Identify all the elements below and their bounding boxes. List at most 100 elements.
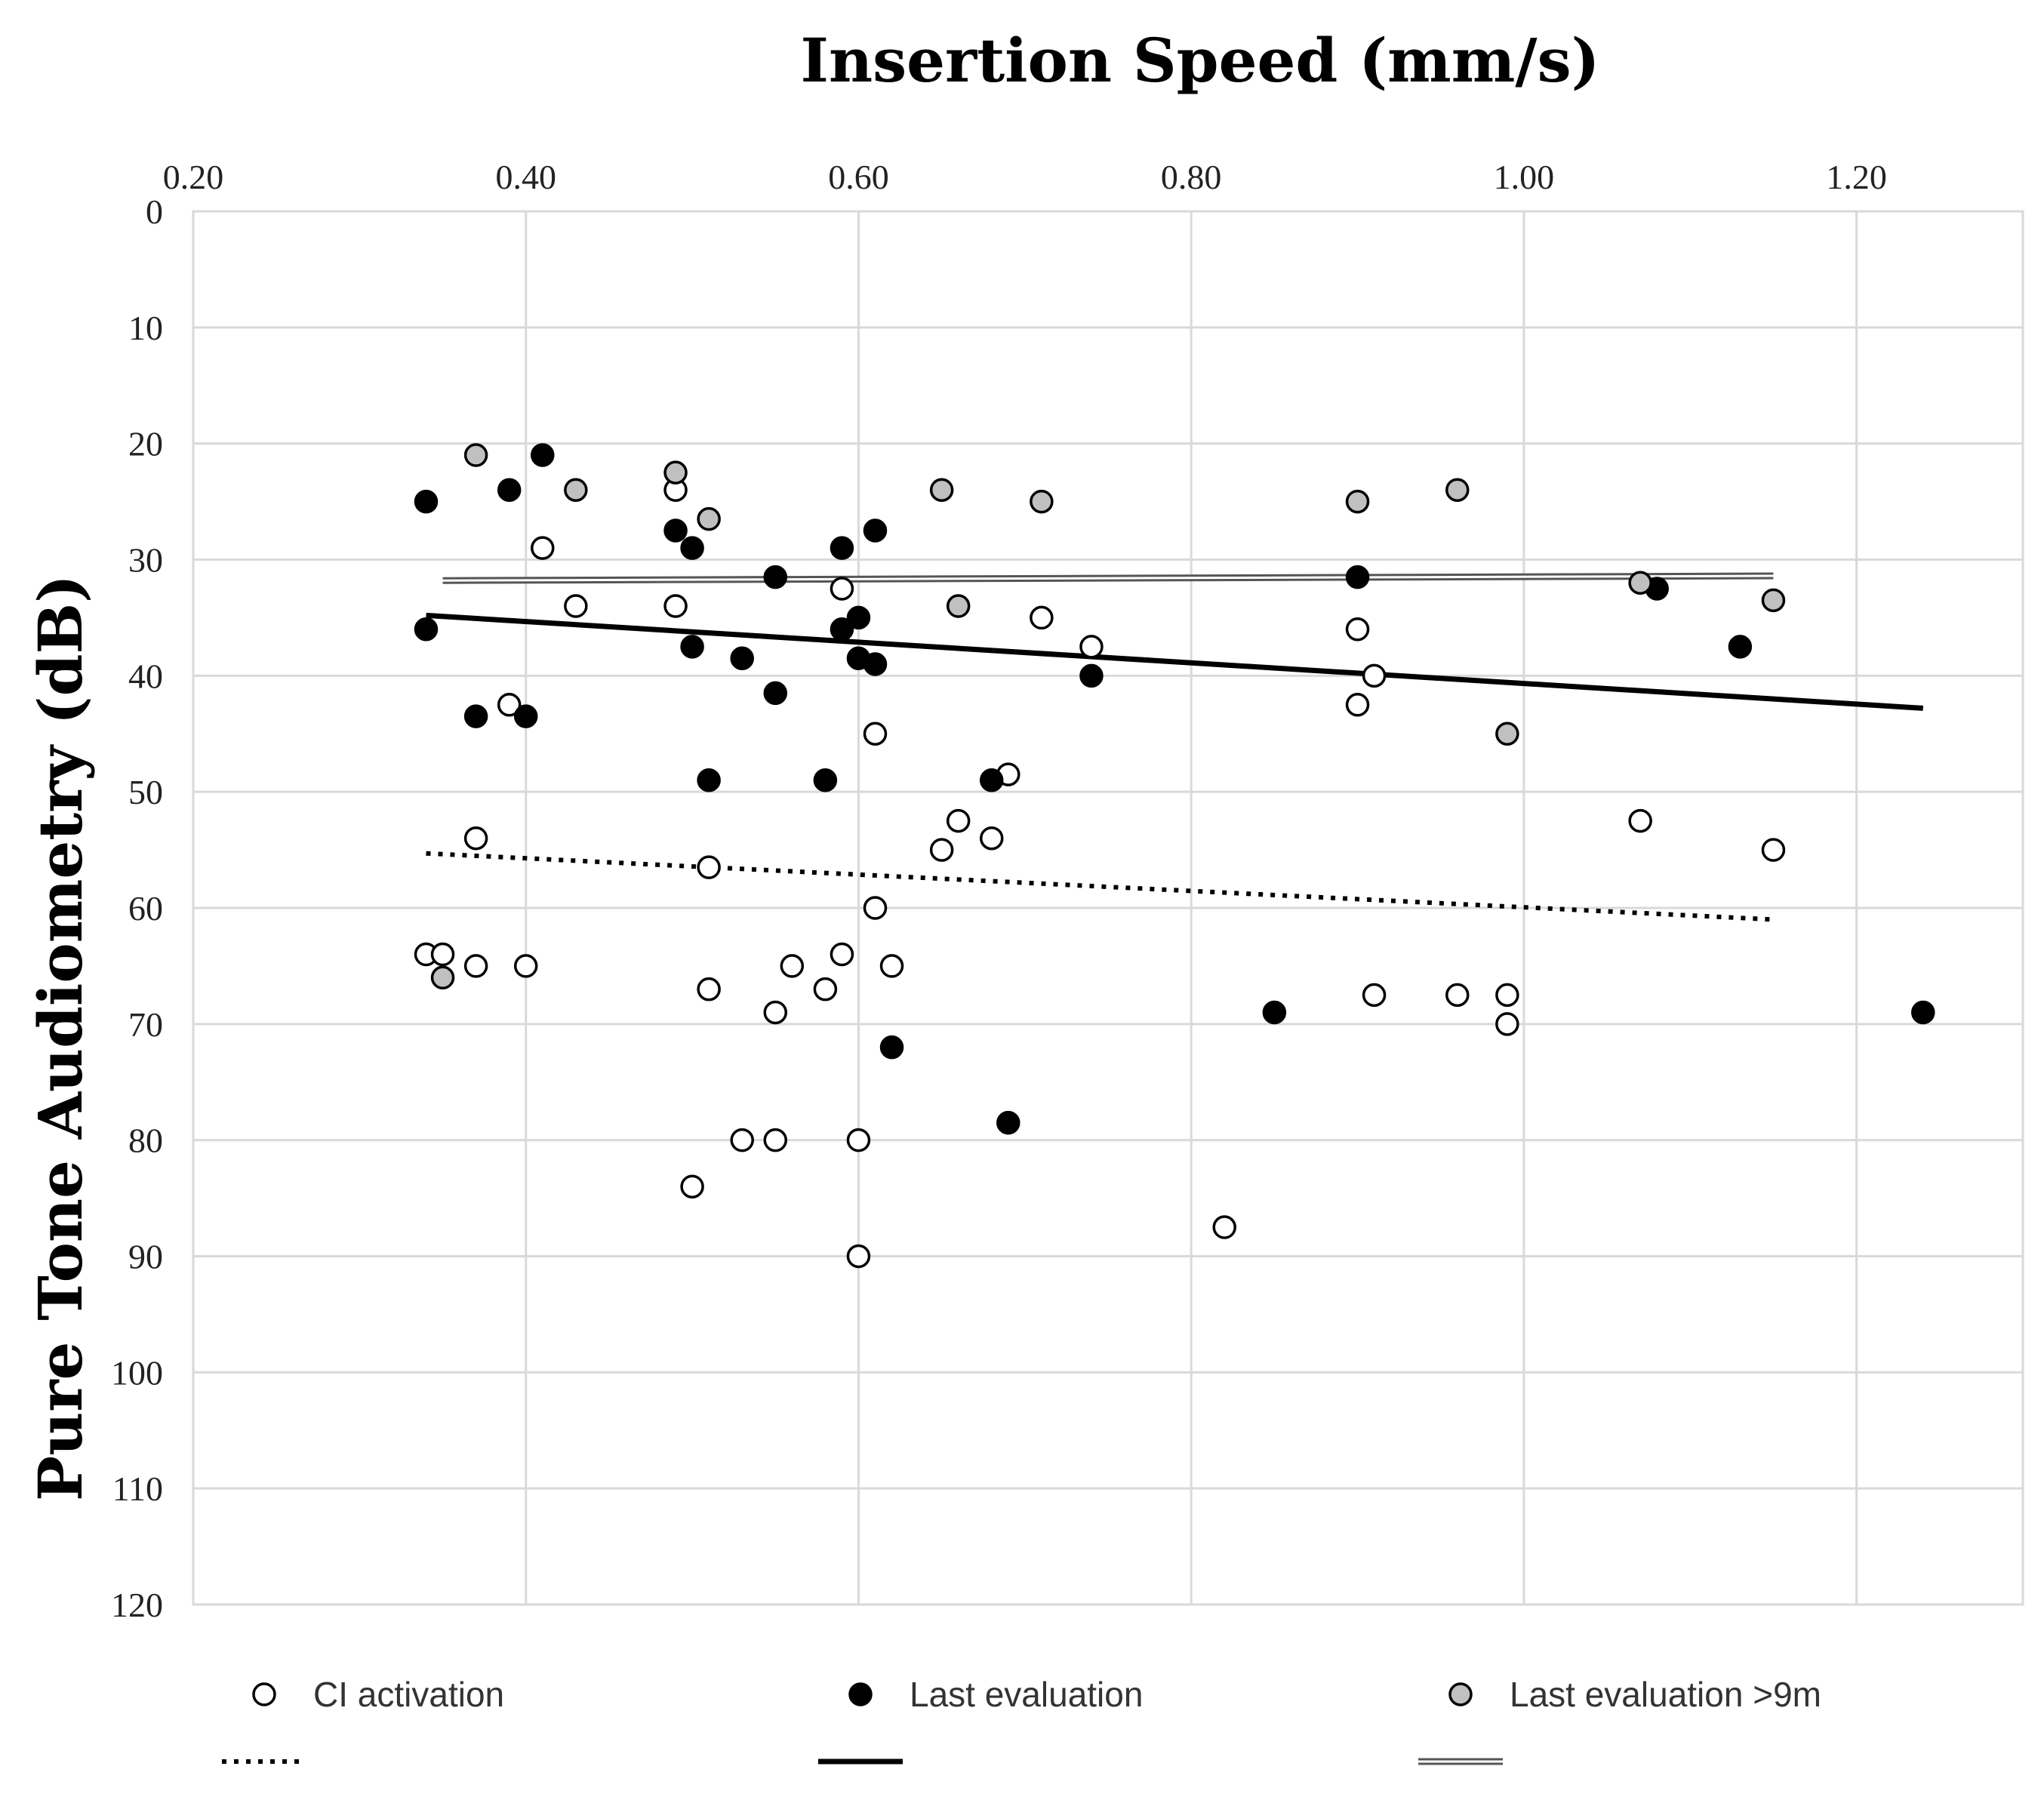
point-ci-activation xyxy=(813,977,838,1002)
point-ci-activation xyxy=(497,693,522,717)
point-ci-activation xyxy=(663,594,688,618)
trendline-ci-activation xyxy=(426,851,1774,922)
point-last-evaluation xyxy=(863,518,888,543)
point-last-evaluation-9m xyxy=(430,965,455,990)
point-last-evaluation xyxy=(813,768,838,792)
point-last-evaluation xyxy=(830,536,854,560)
point-last-evaluation xyxy=(830,617,854,642)
point-last-evaluation xyxy=(463,704,488,728)
point-last-evaluation xyxy=(730,646,754,671)
point-last-evaluation xyxy=(1262,1000,1287,1025)
point-last-evaluation-9m xyxy=(1628,571,1652,595)
point-last-evaluation xyxy=(763,565,788,589)
point-ci-activation xyxy=(513,954,538,978)
point-ci-activation xyxy=(763,1128,788,1152)
point-last-evaluation xyxy=(1079,663,1104,688)
x-tick-label: 0.80 xyxy=(1161,158,1222,196)
gridlines xyxy=(192,210,2024,1606)
trendline-last-evaluation xyxy=(426,612,1923,711)
point-ci-activation xyxy=(1362,983,1387,1008)
legend-label: Last evaluation xyxy=(910,1675,1143,1714)
point-ci-activation xyxy=(863,896,888,920)
point-ci-activation xyxy=(1212,1215,1237,1239)
legend-label: Last evaluation >9m xyxy=(1510,1675,1821,1714)
point-last-evaluation xyxy=(531,443,555,467)
x-tick-label: 0.40 xyxy=(495,158,556,196)
legend-marker xyxy=(848,1682,873,1706)
point-last-evaluation xyxy=(513,704,538,728)
point-last-evaluation-9m xyxy=(1345,489,1370,514)
point-ci-activation xyxy=(846,1244,871,1269)
y-tick-label: 80 xyxy=(128,1122,163,1160)
y-tick-label: 30 xyxy=(128,541,163,580)
x-tick-label: 1.20 xyxy=(1826,158,1887,196)
point-last-evaluation xyxy=(879,1035,904,1060)
point-last-evaluation-9m xyxy=(663,460,688,485)
point-ci-activation xyxy=(531,536,555,560)
point-ci-activation xyxy=(846,1128,871,1152)
point-last-evaluation xyxy=(497,478,522,502)
point-last-evaluation xyxy=(996,1110,1020,1135)
point-ci-activation xyxy=(1628,808,1652,833)
point-last-evaluation xyxy=(414,617,439,642)
point-ci-activation xyxy=(1362,663,1387,688)
point-ci-activation xyxy=(1345,693,1370,717)
y-tick-label: 10 xyxy=(128,309,163,347)
legend: CI activation Last evaluation Last evaluat… xyxy=(222,1675,1821,1765)
y-tick-label: 100 xyxy=(111,1353,163,1392)
y-axis-label: Pure Tone Audiometry (dB) xyxy=(25,574,96,1501)
point-last-evaluation xyxy=(663,518,688,543)
point-ci-activation xyxy=(979,826,1004,851)
point-ci-activation xyxy=(1345,617,1370,642)
x-tick-label: 1.00 xyxy=(1494,158,1555,196)
point-ci-activation xyxy=(763,1000,788,1025)
point-ci-activation xyxy=(730,1128,754,1152)
point-ci-activation xyxy=(463,954,488,978)
y-tick-label: 0 xyxy=(146,192,163,231)
point-ci-activation xyxy=(1495,983,1519,1008)
point-ci-activation xyxy=(1030,605,1054,630)
axis-ticks: 0.20 0.40 0.60 0.80 1.00 1.20 0 10 20 30 40 50 60 70 8… xyxy=(111,158,1887,1624)
point-ci-activation xyxy=(680,1174,704,1199)
point-ci-activation xyxy=(830,942,854,967)
point-last-evaluation-9m xyxy=(1761,588,1786,613)
point-ci-activation xyxy=(1761,838,1786,862)
point-last-evaluation xyxy=(1911,1000,1935,1025)
point-last-evaluation-9m xyxy=(463,443,488,467)
y-tick-label: 60 xyxy=(128,889,163,928)
y-tick-label: 40 xyxy=(128,657,163,695)
point-ci-activation xyxy=(564,594,588,618)
point-ci-activation xyxy=(863,722,888,746)
x-tick-label: 0.60 xyxy=(828,158,889,196)
data-points xyxy=(414,443,1935,1269)
chart-title: Insertion Speed (mm/s) xyxy=(801,25,1600,96)
point-last-evaluation xyxy=(1345,565,1370,589)
point-last-evaluation xyxy=(414,489,439,514)
point-last-evaluation xyxy=(697,768,721,792)
point-last-evaluation xyxy=(763,681,788,706)
point-ci-activation xyxy=(830,577,854,601)
y-tick-label: 110 xyxy=(112,1469,163,1508)
point-ci-activation xyxy=(463,826,488,851)
y-tick-label: 90 xyxy=(128,1238,163,1276)
y-tick-label: 20 xyxy=(128,425,163,463)
point-ci-activation xyxy=(697,977,721,1002)
point-last-evaluation xyxy=(863,652,888,676)
point-last-evaluation-9m xyxy=(564,478,588,502)
point-ci-activation xyxy=(780,954,805,978)
point-ci-activation xyxy=(697,855,721,879)
point-ci-activation xyxy=(430,942,455,967)
y-tick-label: 120 xyxy=(111,1586,163,1624)
point-last-evaluation-9m xyxy=(929,478,954,502)
trendlines xyxy=(426,572,1923,922)
point-ci-activation xyxy=(1445,983,1470,1008)
trendline-last-evaluation-9m-inner xyxy=(442,574,1774,582)
y-tick-label: 50 xyxy=(128,773,163,811)
point-last-evaluation xyxy=(1728,635,1753,659)
point-last-evaluation-9m xyxy=(1495,722,1519,746)
point-ci-activation xyxy=(1079,635,1104,659)
legend-marker xyxy=(252,1682,276,1706)
legend-marker xyxy=(1448,1682,1473,1706)
point-last-evaluation-9m xyxy=(1030,489,1054,514)
